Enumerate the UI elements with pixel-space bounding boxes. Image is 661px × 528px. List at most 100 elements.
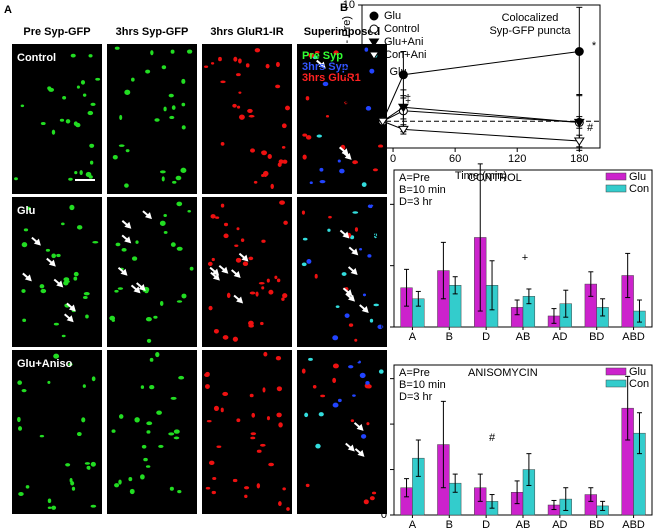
puncta xyxy=(170,242,176,247)
puncta xyxy=(236,227,240,231)
arrow-head xyxy=(233,271,241,279)
puncta xyxy=(235,257,242,263)
puncta xyxy=(79,170,83,176)
annotation: # xyxy=(587,122,594,134)
puncta xyxy=(140,474,145,480)
error-bar xyxy=(563,289,569,318)
error-bar xyxy=(404,268,410,307)
puncta xyxy=(373,233,378,239)
arrow-head xyxy=(345,289,353,297)
x-tick-label: 120 xyxy=(508,153,526,165)
x-tick-label: ABD xyxy=(622,519,645,528)
annotation: B=10 min xyxy=(399,184,446,196)
puncta xyxy=(305,96,310,101)
puncta xyxy=(367,254,372,258)
puncta xyxy=(243,486,250,490)
arrow-head xyxy=(344,152,352,160)
puncta xyxy=(82,295,88,300)
legend-swatch xyxy=(605,367,627,376)
puncta xyxy=(189,266,194,271)
puncta xyxy=(22,318,27,322)
puncta xyxy=(251,412,256,418)
puncta xyxy=(282,293,288,299)
puncta xyxy=(357,360,361,364)
arrow-head xyxy=(221,266,229,274)
micrograph xyxy=(202,350,292,514)
micrograph xyxy=(12,197,102,347)
puncta xyxy=(90,504,97,508)
puncta xyxy=(169,486,174,491)
puncta xyxy=(18,491,24,497)
puncta xyxy=(40,121,46,126)
puncta xyxy=(354,227,359,232)
legend-marker xyxy=(369,24,379,34)
legend-marker xyxy=(368,38,380,47)
error-bar xyxy=(625,375,631,441)
puncta xyxy=(21,389,27,393)
puncta xyxy=(354,338,358,342)
x-tick-label: AD xyxy=(552,519,567,528)
y-tick-label: 5 xyxy=(349,57,355,69)
puncta xyxy=(233,56,238,62)
puncta xyxy=(278,422,283,428)
puncta xyxy=(75,122,81,128)
puncta xyxy=(14,177,18,181)
puncta xyxy=(80,80,86,85)
x-tick-label: A xyxy=(409,519,417,528)
puncta xyxy=(211,257,215,262)
plot-frame xyxy=(361,4,601,149)
puncta xyxy=(258,281,265,285)
puncta xyxy=(282,487,286,491)
puncta xyxy=(117,287,124,290)
puncta xyxy=(249,393,254,398)
puncta xyxy=(135,240,139,244)
puncta xyxy=(181,125,186,130)
puncta xyxy=(377,324,384,330)
puncta xyxy=(327,228,331,232)
puncta xyxy=(337,398,342,403)
puncta xyxy=(171,105,176,110)
puncta xyxy=(332,335,339,341)
puncta xyxy=(350,419,355,423)
error-bar xyxy=(526,453,532,486)
arrow-head xyxy=(241,254,249,262)
puncta xyxy=(266,416,271,421)
puncta xyxy=(276,412,282,418)
puncta xyxy=(210,214,216,219)
puncta xyxy=(154,118,160,122)
annotation: A=Pre xyxy=(399,172,430,184)
x-tick-label: AD xyxy=(552,331,567,343)
annotation: CONTROL xyxy=(468,172,522,184)
puncta xyxy=(210,62,215,65)
annotation: ANISOMYCIN xyxy=(468,367,538,379)
error-bar xyxy=(489,260,495,311)
puncta xyxy=(348,365,354,369)
puncta xyxy=(238,58,242,64)
puncta xyxy=(88,54,93,58)
marker xyxy=(398,70,408,80)
puncta xyxy=(207,261,213,267)
puncta xyxy=(319,179,326,184)
puncta xyxy=(17,426,23,431)
puncta xyxy=(204,65,209,68)
puncta xyxy=(176,246,183,251)
puncta xyxy=(332,402,339,408)
puncta xyxy=(141,444,147,449)
y-tick-label: 2 xyxy=(381,418,387,430)
puncta xyxy=(205,384,210,389)
puncta xyxy=(366,422,370,426)
puncta xyxy=(205,486,211,490)
puncta xyxy=(118,414,124,419)
puncta xyxy=(363,499,369,505)
puncta xyxy=(149,357,154,362)
error-bar xyxy=(415,290,421,307)
panel-label: B xyxy=(340,2,348,14)
column-header: 3hrs GluR1-IR xyxy=(210,26,283,38)
puncta xyxy=(159,170,166,174)
puncta xyxy=(81,417,86,423)
arrow-head xyxy=(347,294,355,302)
column-header: 3hrs Syp-GFP xyxy=(116,26,189,38)
puncta xyxy=(344,313,350,318)
puncta xyxy=(253,180,258,184)
x-tick-label: 180 xyxy=(570,153,588,165)
